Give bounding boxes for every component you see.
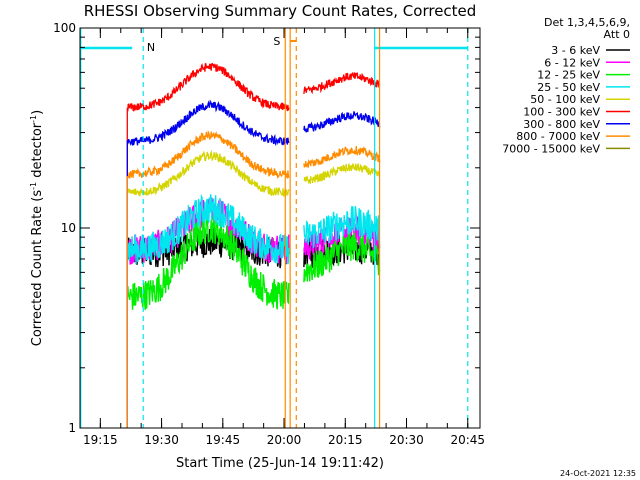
y-tick-label: 100 [53,21,76,35]
legend-label-3: 25 - 50 keV [537,81,600,94]
saa-label-S: S [273,35,280,48]
y-axis-label-end: ) [30,110,45,115]
plot-frame [79,27,481,429]
x-tick-label: 20:45 [450,433,485,447]
legend-label-2: 12 - 25 keV [537,69,600,82]
x-axis-label: Start Time (25-Jun-14 19:11:42) [176,456,384,471]
y-tick-label: 1 [68,421,76,435]
y-axis-label-sup2: -1 [29,115,38,123]
legend-label-8: 7000 - 15000 keV [502,142,600,155]
series-line-0 [126,227,380,428]
plot-area [126,62,381,428]
series-line-5 [126,62,381,428]
series-line-2 [126,213,381,428]
legend-label-1: 6 - 12 keV [544,56,600,69]
series-line-7 [126,129,381,428]
y-axis-label-mid: detector [30,122,45,182]
axes: 1 10 100 19:15 19:30 19:45 20:00 20:15 20:30 20:4… [53,21,485,447]
legend-header-attenuator: Att 0 [604,28,630,41]
series-line-4 [126,149,381,428]
legend-label-4: 50 - 100 keV [530,93,600,106]
series-line-3 [126,193,381,428]
legend-label-6: 300 - 800 keV [523,118,600,131]
x-tick-label: 20:15 [328,433,363,447]
footer-date: 24-Oct-2021 12:35 [560,469,636,478]
y-tick-label: 10 [61,221,76,235]
x-tick-label: 20:00 [267,433,302,447]
chart-title: RHESSI Observing Summary Count Rates, Co… [84,2,477,20]
legend-label-0: 3 - 6 keV [551,44,600,57]
y-axis-label-sup1: -1 [29,182,38,190]
x-tick-label: 19:30 [144,433,179,447]
legend-header-detectors: Det 1,3,4,5,6,9, [544,16,630,29]
y-axis-label-main: Corrected Count Rate (s [30,190,45,347]
x-tick-label: 19:45 [206,433,241,447]
legend-label-5: 100 - 300 keV [523,106,600,119]
legend-label-7: 800 - 7000 keV [516,130,600,143]
y-axis-label: Corrected Count Rate (s-1 detector-1) [29,110,45,346]
x-tick-label: 19:15 [83,433,118,447]
x-tick-label: 20:30 [389,433,424,447]
night-label-N: N [147,41,155,54]
series-line-6 [126,99,381,428]
